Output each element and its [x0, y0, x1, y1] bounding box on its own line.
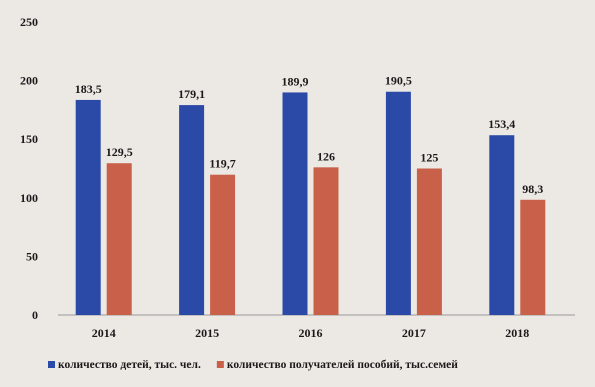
legend-label-children: количество детей, тыс. чел.: [58, 359, 201, 371]
legend: количество детей, тыс. чел. количество по…: [48, 359, 458, 371]
data-label-children-2018: 153,4: [488, 117, 515, 131]
data-label-recipients-2016: 126: [317, 149, 335, 163]
bar-recipients-2014: [106, 163, 132, 315]
y-tick-label: 50: [26, 249, 38, 263]
y-tick-label: 200: [20, 74, 38, 88]
x-tick-label: 2017: [402, 326, 426, 340]
bar-children-2015: [179, 105, 205, 315]
data-label-recipients-2017: 125: [420, 151, 438, 165]
x-tick-label: 2015: [195, 326, 219, 340]
bar-recipients-2016: [313, 167, 339, 315]
legend-swatch-recipients: [216, 361, 224, 368]
bar-layer: [75, 91, 546, 316]
legend-label-recipients: количество получателей пособий, тыс.семе…: [227, 359, 458, 371]
bar-recipients-2015: [210, 174, 236, 315]
bar-recipients-2018: [520, 199, 546, 315]
bar-recipients-2017: [416, 168, 442, 315]
data-label-children-2016: 189,9: [282, 74, 309, 88]
bar-children-2014: [75, 99, 101, 315]
bar-children-2018: [489, 135, 515, 315]
label-layer: 183,5 129,5 179,1 119,7 189,9 126 190,5 125 153,…: [75, 74, 544, 196]
data-label-recipients-2018: 98,3: [522, 182, 543, 196]
x-tick-label: 2018: [505, 326, 529, 340]
data-label-recipients-2015: 119,7: [209, 157, 235, 171]
y-tick-label: 250: [20, 15, 38, 29]
y-tick-label: 150: [20, 132, 38, 146]
bar-children-2016: [282, 92, 308, 316]
data-label-recipients-2014: 129,5: [106, 145, 133, 159]
axis-layer: 0 50 100 150 200 250 2014 2015 2016 2017 2018: [20, 15, 575, 340]
y-tick-label: 100: [20, 191, 38, 205]
x-tick-label: 2014: [92, 326, 116, 340]
x-tick-label: 2016: [299, 326, 323, 340]
legend-swatch-children: [48, 361, 55, 368]
data-label-children-2017: 190,5: [385, 74, 412, 88]
bar-children-2017: [385, 91, 411, 315]
y-tick-label: 0: [32, 308, 38, 322]
data-label-children-2014: 183,5: [75, 82, 102, 96]
data-label-children-2015: 179,1: [178, 87, 205, 101]
